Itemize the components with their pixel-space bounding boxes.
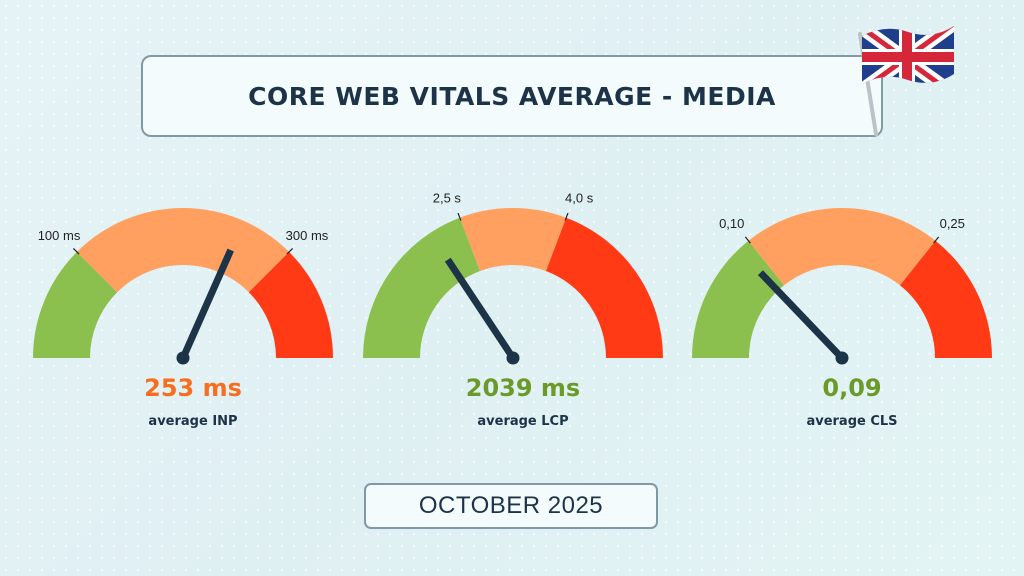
page-title: CORE WEB VITALS AVERAGE - MEDIA	[248, 81, 776, 111]
gauge-band-good	[692, 240, 785, 358]
threshold-tick	[933, 236, 940, 244]
threshold-label: 4,0 s	[565, 191, 594, 206]
threshold-tick	[286, 247, 294, 255]
gauge-caption: average LCP	[477, 414, 568, 429]
gauge-band-needs-improvement	[76, 208, 290, 293]
gauge-band-needs-improvement	[748, 207, 936, 286]
threshold-label: 300 ms	[286, 228, 329, 243]
gauge-needle	[757, 270, 845, 361]
threshold-tick	[744, 236, 751, 244]
threshold-label: 0,25	[940, 216, 965, 231]
gauge-band-good	[33, 251, 118, 358]
threshold-label: 100 ms	[38, 228, 81, 243]
uk-flag-icon	[858, 26, 954, 136]
gauge-caption: average INP	[148, 414, 237, 429]
gauge-band-poor	[899, 240, 992, 358]
gauges-chart: 100 ms 300 ms 253 ms average INP 2,5 s 4,0 s 2…	[33, 191, 992, 429]
threshold-label: 2,5 s	[433, 191, 462, 206]
title-banner: CORE WEB VITALS AVERAGE - MEDIA	[141, 55, 883, 137]
gauge-needle-hub	[176, 351, 190, 365]
threshold-tick	[72, 247, 80, 255]
date-banner: OCTOBER 2025	[364, 483, 658, 529]
gauge-value: 253 ms	[144, 374, 242, 402]
gauge-value: 0,09	[822, 374, 881, 402]
gauge-caption: average CLS	[806, 414, 897, 429]
gauge-band-poor	[545, 217, 663, 358]
gauge-needle	[444, 257, 516, 360]
threshold-tick	[457, 212, 462, 221]
date-label: OCTOBER 2025	[418, 492, 604, 519]
threshold-tick	[564, 212, 569, 221]
gauge-value: 2039 ms	[466, 374, 580, 402]
gauge-band-poor	[248, 251, 333, 358]
gauge-needle-hub	[506, 351, 520, 365]
threshold-label: 0,10	[719, 216, 744, 231]
gauge-needle-hub	[835, 351, 849, 365]
gauge-band-good	[363, 217, 481, 358]
gauge-band-needs-improvement	[459, 208, 567, 272]
gauge-needle	[179, 248, 234, 360]
